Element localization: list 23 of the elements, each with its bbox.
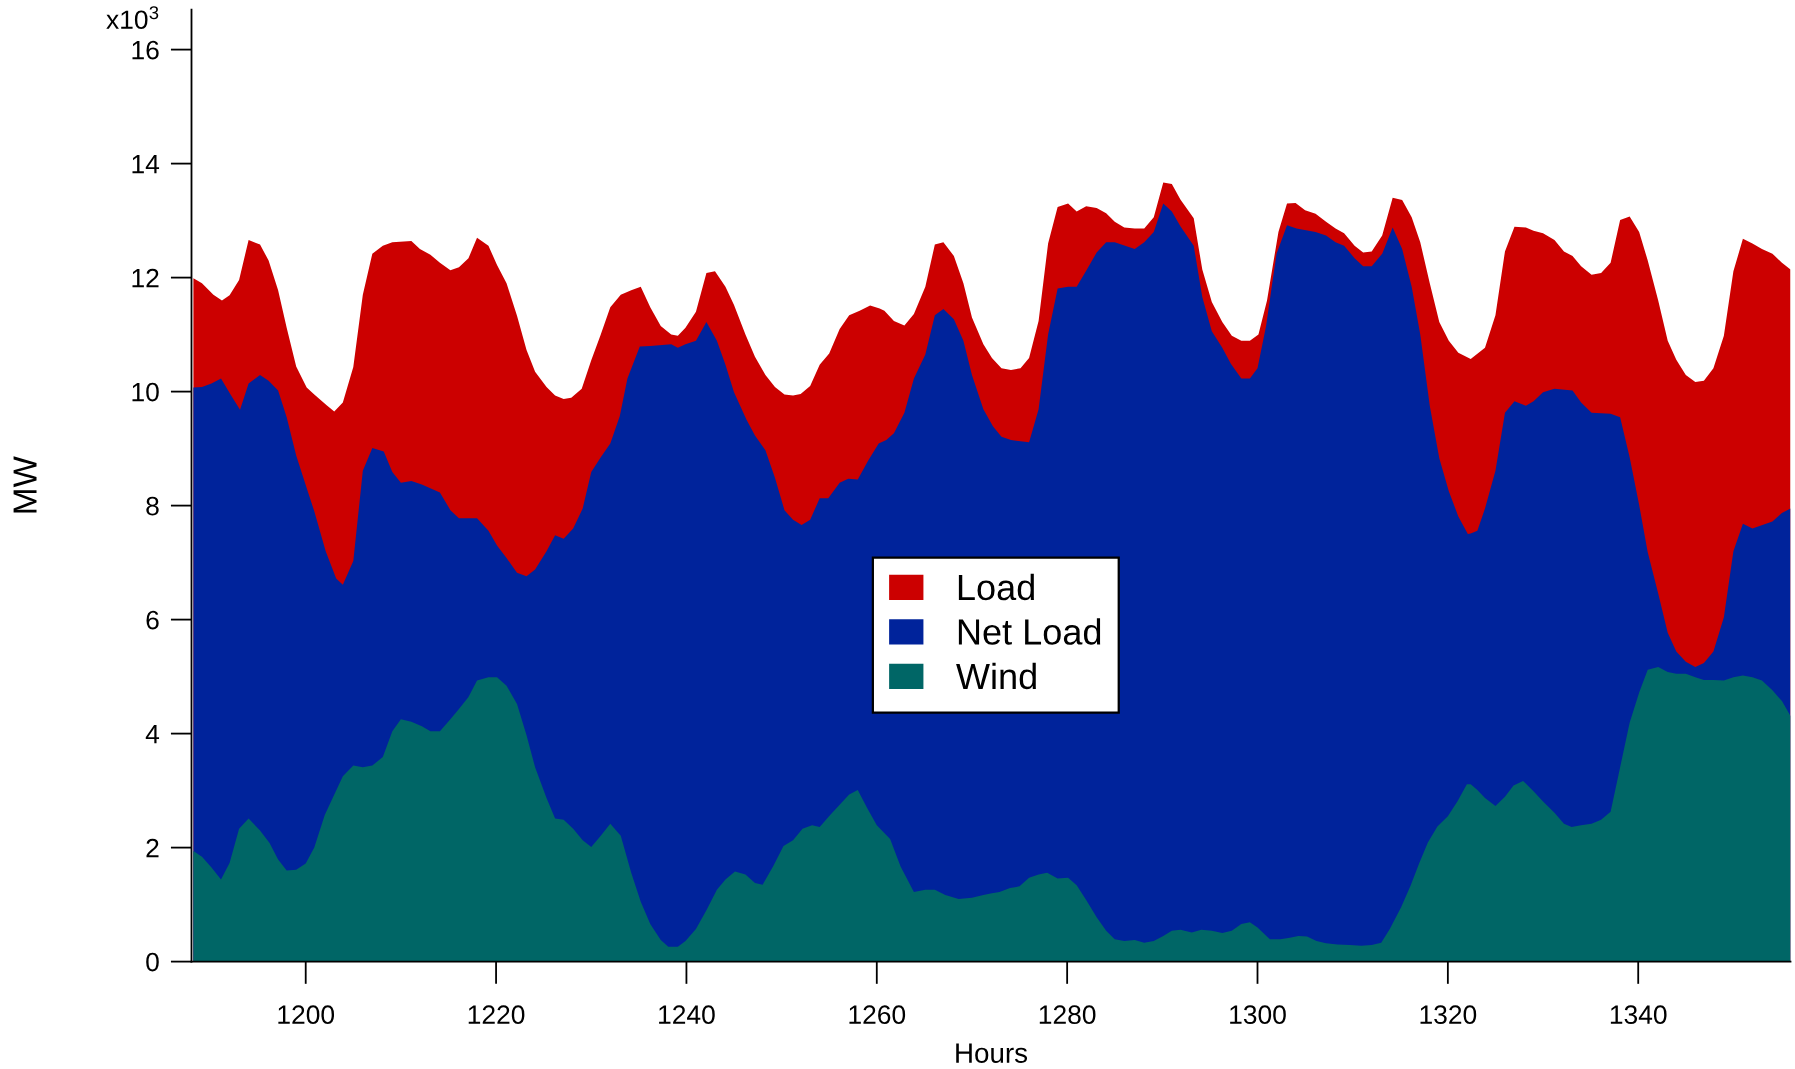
x-tick-label: 1300 (1230, 1005, 1286, 1025)
series-label: Net Load (958, 618, 1101, 645)
x-tick-label: 1260 (849, 1005, 906, 1025)
y-tick-label: 0 (146, 952, 159, 972)
y-tick-label: 16 (132, 40, 159, 60)
y-tick-label: 10 (132, 382, 159, 402)
x-axis-title: Hours (956, 1043, 1028, 1063)
y-axis-title: MW (13, 456, 37, 513)
text: x10$^{3}$ (106, 6, 159, 30)
y-tick-label: 2 (146, 838, 159, 858)
y-tick-label: 6 (146, 610, 159, 630)
series-label: Load (958, 573, 1034, 601)
y-tick-label: 12 (132, 268, 159, 288)
y-tick-label: 4 (145, 725, 160, 744)
y-tick-label: 8 (146, 496, 159, 516)
legend-label: Wind (956, 662, 1036, 690)
x-tick-label: 1220 (468, 1005, 525, 1025)
x-tick-label: 1340 (1610, 1005, 1667, 1025)
x-tick-label: 1200 (278, 1005, 335, 1025)
x-tick-label: 1280 (1039, 1005, 1096, 1025)
x-tick-label: 1320 (1420, 1005, 1477, 1025)
y-tick-label: 14 (132, 155, 160, 174)
x-tick-label: 1240 (659, 1005, 715, 1025)
